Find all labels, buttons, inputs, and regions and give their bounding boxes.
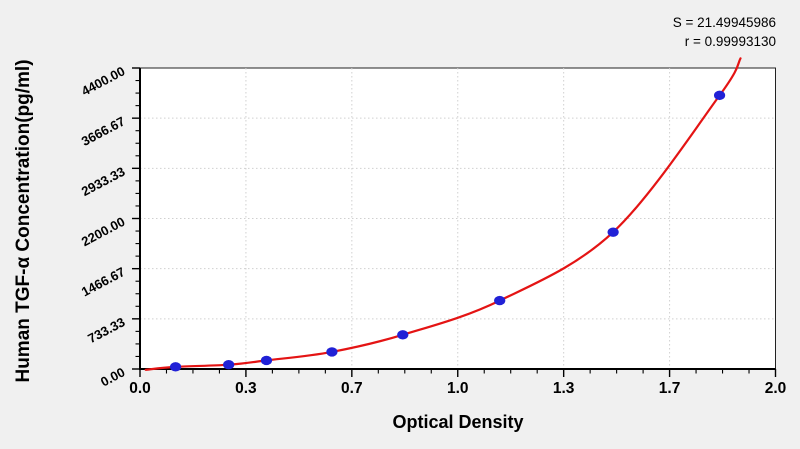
x-tick-label: 0.0: [129, 380, 151, 397]
x-tick-label: 0.7: [341, 380, 363, 397]
fit-statistics: S = 21.49945986 r = 0.99993130: [673, 13, 776, 51]
x-tick-label: 0.3: [235, 380, 257, 397]
data-point: [326, 347, 338, 357]
y-axis-title: Human TGF-α Concentration(pg/ml): [13, 59, 34, 383]
x-tick-label: 2.0: [765, 380, 787, 397]
y-tick-label: 1466.67: [79, 264, 128, 299]
y-tick-label: 4400.00: [79, 63, 128, 98]
data-point: [260, 355, 273, 366]
s-value-text: S = 21.49945986: [672, 15, 776, 30]
y-tick-label: 2200.00: [79, 214, 128, 249]
data-point: [494, 295, 506, 306]
data-point: [169, 362, 182, 372]
x-tick-label: 1.7: [659, 380, 681, 397]
y-tick-label: 0.00: [98, 364, 127, 389]
data-point: [223, 360, 235, 370]
r-value-text: r = 0.99993130: [684, 34, 776, 49]
y-tick-label: 3666.67: [79, 114, 128, 149]
x-tick-label: 1.3: [553, 380, 575, 397]
data-point: [607, 227, 619, 237]
y-tick-label: 733.33: [85, 314, 127, 346]
x-tick-label: 1.0: [447, 380, 469, 397]
data-point: [397, 330, 409, 340]
x-axis-title: Optical Density: [392, 412, 524, 432]
y-tick-label: 2933.33: [79, 164, 128, 199]
data-point: [713, 90, 726, 101]
